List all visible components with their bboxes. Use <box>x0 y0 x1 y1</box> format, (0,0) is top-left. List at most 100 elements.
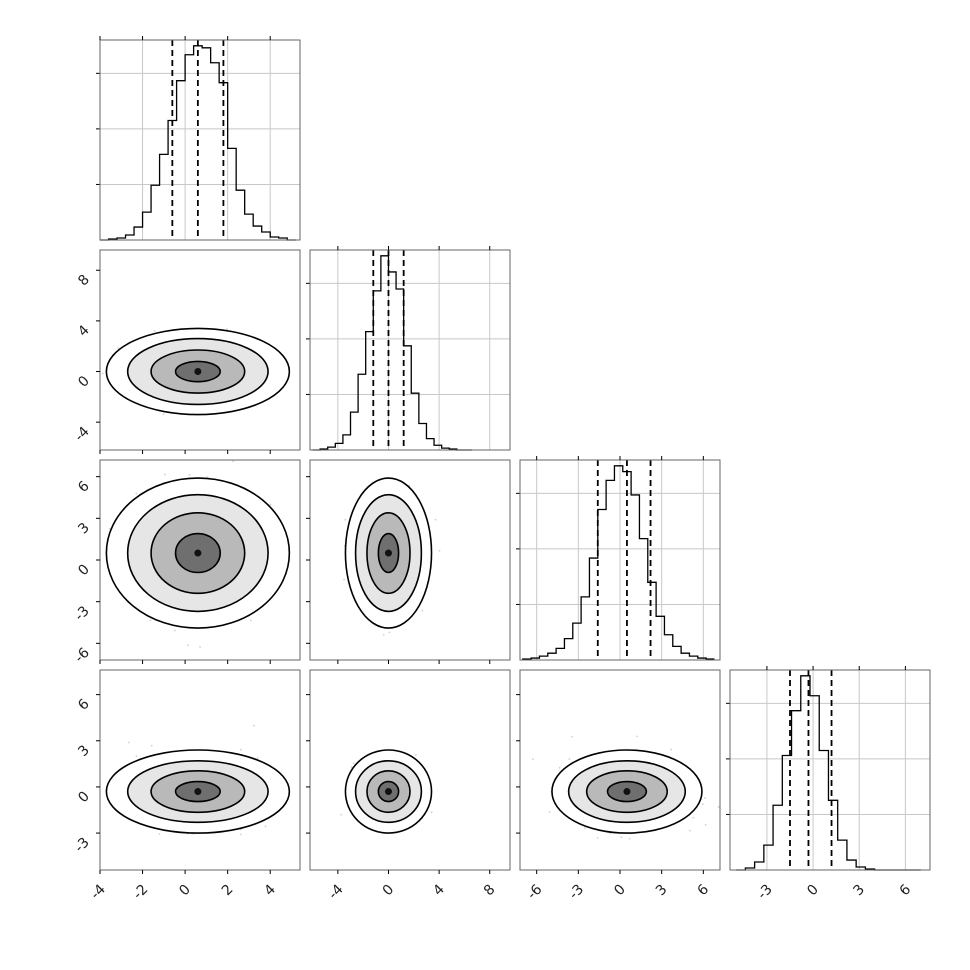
scatter-point <box>240 748 242 751</box>
x-tick-label: 4 <box>430 881 448 899</box>
y-tick-label: -4 <box>72 424 93 445</box>
scatter-point <box>568 758 571 760</box>
scatter-point <box>434 518 437 521</box>
y-tick-label: -3 <box>72 835 93 856</box>
hist-var1-panel <box>96 36 301 241</box>
scatter-point <box>548 811 551 813</box>
scatter-point <box>206 476 209 478</box>
scatter-point <box>717 806 720 808</box>
density-layer <box>101 327 291 416</box>
x-tick-label: 6 <box>695 881 713 899</box>
scatter-point <box>584 827 586 830</box>
y-tick-label: 3 <box>75 742 93 760</box>
scatter-point <box>352 762 355 765</box>
scatter-point <box>264 825 267 828</box>
scatter-point <box>689 829 691 832</box>
density-layer <box>105 460 303 648</box>
scatter-point <box>135 755 138 758</box>
scatter-point <box>252 724 255 727</box>
scatter-point <box>188 474 191 476</box>
density-peak <box>194 549 202 557</box>
density-peak <box>623 788 631 796</box>
y-tick-label: -6 <box>72 645 93 666</box>
scatter-point <box>670 748 672 751</box>
scatter-point <box>692 816 695 819</box>
x-tick-label: 0 <box>804 882 822 900</box>
x-tick-label: -2 <box>130 882 151 903</box>
var3-vs-var4-panel <box>516 669 721 874</box>
density-peak <box>194 368 202 376</box>
density-peak <box>194 788 202 796</box>
scatter-point <box>596 836 599 839</box>
var2-vs-var4-panel <box>306 669 511 874</box>
scatter-point <box>628 837 631 840</box>
y-tick-label: 0 <box>75 373 93 391</box>
y-tick-label: -3 <box>72 603 93 624</box>
scatter-point <box>117 347 120 350</box>
panel-frame <box>309 669 511 871</box>
panel-frame <box>99 669 301 871</box>
x-tick-label: -4 <box>88 881 109 902</box>
density-layer <box>343 477 441 636</box>
x-tick-label: 4 <box>261 881 279 899</box>
scatter-point <box>343 578 345 581</box>
var1-vs-var4-panel <box>96 669 301 874</box>
scatter-point <box>414 753 417 756</box>
scatter-point <box>250 619 252 622</box>
hist-var3-panel <box>516 456 721 661</box>
scatter-point <box>199 646 201 648</box>
scatter-point <box>382 633 385 636</box>
y-tick-label: 6 <box>75 478 93 496</box>
x-tick-label: 0 <box>380 882 398 900</box>
scatter-point <box>636 735 638 738</box>
x-tick-label: -3 <box>755 882 776 903</box>
scatter-point <box>127 741 130 744</box>
density-peak <box>384 788 392 796</box>
var1-vs-var3-panel <box>96 459 303 664</box>
scatter-point <box>240 833 242 836</box>
x-tick-label: 3 <box>850 882 868 900</box>
var2-vs-var3-panel <box>306 459 511 664</box>
scatter-point <box>162 413 165 416</box>
histogram-step-line <box>736 675 921 871</box>
histogram-step-line <box>522 465 715 660</box>
hist-var4-panel <box>726 666 931 871</box>
scatter-point <box>620 836 623 839</box>
scatter-point <box>301 543 303 545</box>
scatter-point <box>438 549 441 552</box>
scatter-point <box>149 619 152 622</box>
density-peak <box>384 549 392 557</box>
scatter-point <box>340 813 343 816</box>
var1-vs-var2-panel <box>96 249 301 454</box>
x-tick-label: 0 <box>176 882 194 900</box>
y-tick-label: 0 <box>75 562 93 580</box>
y-tick-label: 3 <box>75 520 93 538</box>
hist-var2-panel <box>306 246 511 451</box>
scatter-point <box>344 518 347 521</box>
scatter-point <box>101 372 104 375</box>
y-tick-label: 8 <box>75 272 93 290</box>
scatter-point <box>421 609 424 612</box>
histogram-step-line <box>312 255 473 451</box>
scatter-point <box>388 631 391 634</box>
scatter-point <box>532 758 534 761</box>
x-tick-label: -3 <box>566 882 587 903</box>
scatter-point <box>158 833 161 835</box>
scatter-point <box>232 460 235 463</box>
x-tick-label: 6 <box>897 881 915 899</box>
scatter-point <box>135 492 138 495</box>
scatter-point <box>350 766 353 768</box>
scatter-point <box>430 811 433 814</box>
x-tick-label: -4 <box>325 881 346 902</box>
scatter-point <box>571 735 573 738</box>
scatter-point <box>150 744 153 747</box>
x-tick-label: -6 <box>524 881 545 902</box>
density-layer <box>105 724 291 836</box>
y-tick-label: 0 <box>75 788 93 806</box>
scatter-point <box>226 328 228 331</box>
panel-frame <box>99 39 301 241</box>
x-tick-label: 2 <box>219 882 237 900</box>
density-layer <box>340 749 433 834</box>
scatter-point <box>164 473 166 476</box>
